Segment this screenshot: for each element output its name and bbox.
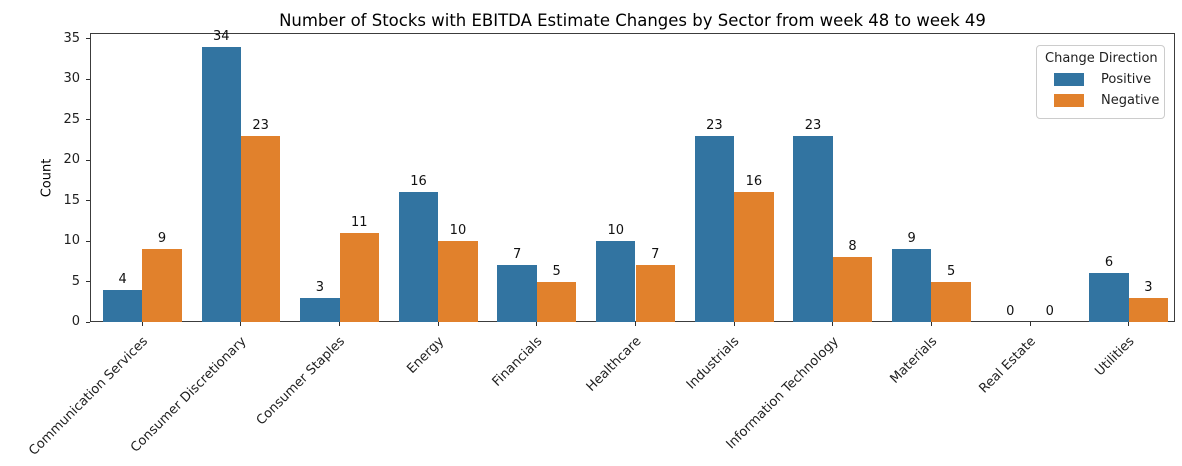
- y-tick-label: 35: [63, 30, 80, 46]
- bar-negative: [536, 282, 577, 322]
- bar-value-label: 9: [907, 231, 916, 246]
- x-tick-label: Financials: [489, 334, 546, 390]
- y-tick-label: 30: [63, 71, 80, 87]
- legend-items: Positive Negative: [1045, 69, 1160, 111]
- x-tick-label: Utilities: [1092, 334, 1138, 380]
- x-tick-label: Real Estate: [976, 334, 1039, 397]
- bar-value-label: 23: [706, 118, 723, 133]
- x-tick-mark: [1029, 322, 1031, 326]
- chart-title: Number of Stocks with EBITDA Estimate Ch…: [279, 11, 986, 30]
- bar-positive: [891, 249, 932, 322]
- bar-negative: [240, 136, 281, 322]
- x-tick-mark: [733, 322, 735, 326]
- x-tick-label: Healthcare: [583, 334, 645, 395]
- x-tick-mark: [1128, 322, 1130, 326]
- bar-value-label: 23: [252, 118, 269, 133]
- x-tick-label: Consumer Discretionary: [127, 334, 250, 456]
- bar-value-label: 0: [1006, 304, 1015, 319]
- y-tick-mark: [86, 240, 90, 242]
- bar-negative: [339, 233, 380, 322]
- bar-value-label: 5: [552, 264, 561, 279]
- y-tick-label: 10: [63, 233, 80, 249]
- y-tick-mark: [86, 281, 90, 283]
- legend: Change Direction Positive Negative: [1036, 45, 1165, 119]
- bar-positive: [300, 298, 340, 322]
- x-tick-mark: [141, 322, 143, 326]
- x-tick-label: Information Technology: [723, 334, 842, 453]
- bar-value-label: 23: [804, 118, 822, 133]
- bar-value-label: 7: [512, 247, 522, 262]
- bar-value-label: 10: [449, 223, 467, 238]
- bar-negative: [734, 192, 774, 322]
- bar-negative: [635, 265, 675, 322]
- legend-item-label: Positive: [1101, 72, 1152, 87]
- bar-negative: [1128, 298, 1169, 322]
- bar-positive: [497, 265, 537, 322]
- y-tick-label: 15: [63, 192, 80, 208]
- x-tick-mark: [437, 322, 439, 326]
- legend-swatch: [1054, 73, 1084, 86]
- legend-item-negative: Negative: [1045, 90, 1160, 111]
- x-tick-mark: [339, 322, 341, 326]
- bar-value-label: 9: [157, 231, 167, 246]
- bar-negative: [931, 282, 971, 322]
- x-tick-mark: [536, 322, 538, 326]
- y-tick-label: 0: [71, 314, 80, 329]
- bar-value-label: 5: [946, 264, 956, 279]
- x-tick-label: Materials: [887, 334, 941, 387]
- bar-value-label: 11: [351, 215, 368, 230]
- bar-positive: [1089, 273, 1129, 322]
- legend-item-label: Negative: [1101, 93, 1160, 108]
- y-tick-mark: [86, 38, 90, 40]
- x-tick-label: Energy: [404, 334, 447, 377]
- legend-item-positive: Positive: [1045, 69, 1156, 90]
- x-tick-label: Consumer Staples: [253, 334, 349, 429]
- y-tick-label: 5: [71, 273, 80, 289]
- bar-positive: [102, 290, 143, 322]
- y-tick-label: 25: [63, 111, 80, 127]
- bar-value-label: 3: [1144, 280, 1153, 295]
- bar-value-label: 4: [118, 272, 127, 287]
- y-tick-mark: [86, 200, 90, 202]
- bar-positive: [398, 192, 439, 322]
- bar-positive: [596, 241, 636, 322]
- x-tick-label: Industrials: [684, 334, 743, 393]
- bar-negative: [832, 257, 873, 322]
- bar-value-label: 10: [607, 223, 625, 238]
- y-tick-mark: [86, 119, 90, 121]
- bar-value-label: 34: [212, 29, 230, 44]
- x-tick-mark: [240, 322, 242, 326]
- y-tick-mark: [86, 321, 90, 323]
- bar-value-label: 6: [1104, 255, 1114, 270]
- x-tick-mark: [635, 322, 636, 326]
- bar-value-label: 0: [1045, 304, 1054, 319]
- bar-value-label: 16: [745, 174, 763, 189]
- legend-title: Change Direction: [1045, 51, 1158, 66]
- legend-swatch: [1054, 94, 1084, 107]
- bar-negative: [438, 241, 478, 322]
- bar-positive: [694, 136, 735, 322]
- bar-negative: [142, 249, 182, 322]
- y-tick-mark: [86, 159, 90, 161]
- bar-value-label: 8: [848, 239, 857, 254]
- bar-value-label: 3: [315, 280, 324, 295]
- x-tick-mark: [930, 322, 932, 326]
- bar-value-label: 16: [410, 174, 427, 189]
- y-tick-label: 20: [63, 152, 80, 168]
- bar-positive: [793, 136, 833, 322]
- bar-value-label: 7: [651, 247, 660, 262]
- x-tick-mark: [832, 322, 834, 326]
- y-tick-mark: [86, 78, 90, 80]
- bar-positive: [201, 47, 241, 322]
